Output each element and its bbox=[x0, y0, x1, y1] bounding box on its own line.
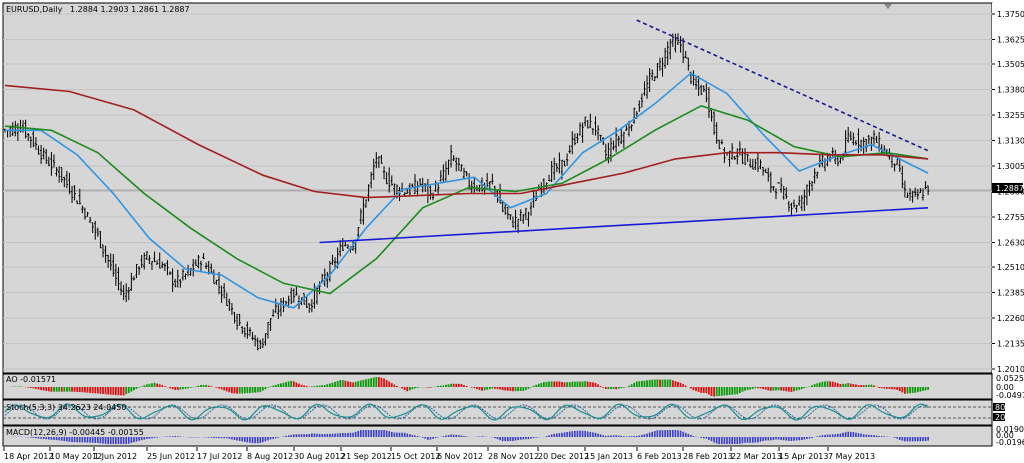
trendline-0[interactable] bbox=[319, 207, 929, 244]
date-tick-label: 15 Apr 2013 bbox=[779, 452, 828, 461]
ao-axis-zero: 0.00 bbox=[996, 383, 1014, 392]
price-tick-label: 1.3005 bbox=[997, 162, 1024, 171]
macd-axis-top: 0.01907 bbox=[996, 425, 1024, 434]
ao-histogram bbox=[6, 377, 930, 397]
date-tick-label: 28 Nov 2012 bbox=[488, 452, 539, 461]
date-tick-label: 17 Jul 2012 bbox=[197, 452, 242, 461]
price-tick-label: 1.3505 bbox=[997, 60, 1024, 69]
price-tick-label: 1.3130 bbox=[997, 136, 1024, 145]
date-tick-label: 15 Oct 2012 bbox=[391, 452, 440, 461]
date-tick-label: 10 May 2012 bbox=[50, 452, 102, 461]
chart-shift-marker-icon[interactable] bbox=[884, 4, 892, 9]
main-pane-series bbox=[3, 13, 992, 370]
moving-average-line-1 bbox=[4, 104, 929, 295]
price-tick-label: 1.3380 bbox=[997, 85, 1024, 94]
price-tick-label: 1.3255 bbox=[997, 111, 1024, 120]
price-tick-label: 1.3625 bbox=[997, 36, 1024, 45]
stoch-pane bbox=[2, 399, 993, 426]
symbol-title: EURUSD,Daily bbox=[6, 5, 63, 14]
date-tick-label: 8 Aug 2012 bbox=[247, 452, 293, 461]
date-tick-label: 1 Jun 2012 bbox=[94, 452, 137, 461]
date-tick-label: 22 Mar 2013 bbox=[731, 452, 782, 461]
stoch-axis-20-box bbox=[993, 413, 1005, 421]
ao-axis-bottom: -0.04978 bbox=[996, 391, 1024, 400]
date-tick-label: 20 Dec 2012 bbox=[538, 452, 589, 461]
macd-label: MACD(12,26,9) -0.00445 -0.00155 bbox=[6, 428, 144, 437]
date-tick-label: 21 Sep 2012 bbox=[341, 452, 392, 461]
title-group: EURUSD,Daily 1.2884 1.2903 1.2861 1.2887 bbox=[6, 5, 190, 14]
date-tick-label: 25 Jun 2012 bbox=[147, 452, 195, 461]
price-tick-label: 1.2630 bbox=[997, 239, 1024, 248]
price-tick-label: 1.2260 bbox=[997, 314, 1024, 323]
ohlc-values: 1.2884 1.2903 1.2861 1.2887 bbox=[70, 5, 190, 14]
moving-average-line-0 bbox=[5, 72, 929, 309]
moving-average-line-2 bbox=[4, 84, 929, 199]
macd-axis-zero: 0.00 bbox=[996, 431, 1014, 440]
stoch-main-line bbox=[4, 403, 929, 421]
price-tick-label: 1.2385 bbox=[997, 288, 1024, 297]
price-axis: 1.3750 1.3625 1.3505 1.3380 1.3255 1.3130 1.30… bbox=[992, 10, 1024, 374]
price-tick-label: 1.3750 bbox=[997, 10, 1024, 19]
stoch-lines bbox=[4, 403, 929, 421]
trendline-1[interactable] bbox=[636, 19, 929, 152]
stoch-label: Stoch(5,3,3) 34.2623 24.0450 bbox=[6, 403, 126, 412]
price-tick-label: 1.2510 bbox=[997, 263, 1024, 272]
date-tick-label: 18 Apr 2012 bbox=[4, 452, 53, 461]
stoch-axis-20: 20 bbox=[995, 413, 1005, 422]
stoch-axis-80: 80 bbox=[995, 403, 1005, 412]
price-tick-label: 1.2010 bbox=[997, 365, 1024, 374]
ao-axis-top: 0.05253 bbox=[996, 374, 1024, 383]
date-tick-label: 30 Aug 2012 bbox=[294, 452, 345, 461]
last-price-label: 1.2887 bbox=[996, 184, 1024, 193]
stoch-axis-80-box bbox=[993, 403, 1005, 411]
date-tick-label: 7 May 2013 bbox=[828, 452, 875, 461]
ao-label: AO -0.01571 bbox=[6, 375, 56, 384]
date-tick-label: 15 Jan 2013 bbox=[585, 452, 633, 461]
macd-axis-bottom: -0.01961 bbox=[996, 438, 1024, 447]
date-tick-label: 6 Feb 2013 bbox=[637, 452, 682, 461]
macd-histogram bbox=[6, 430, 929, 444]
last-price-marker: 1.2887 bbox=[992, 183, 1024, 193]
date-tick-label: 6 Nov 2012 bbox=[437, 452, 483, 461]
main-pane-background bbox=[2, 2, 993, 374]
price-tick-label: 1.2135 bbox=[997, 339, 1024, 348]
price-tick-label: 1.2755 bbox=[997, 213, 1024, 222]
last-price-box bbox=[992, 183, 1023, 193]
date-tick-label: 28 Feb 2013 bbox=[683, 452, 733, 461]
